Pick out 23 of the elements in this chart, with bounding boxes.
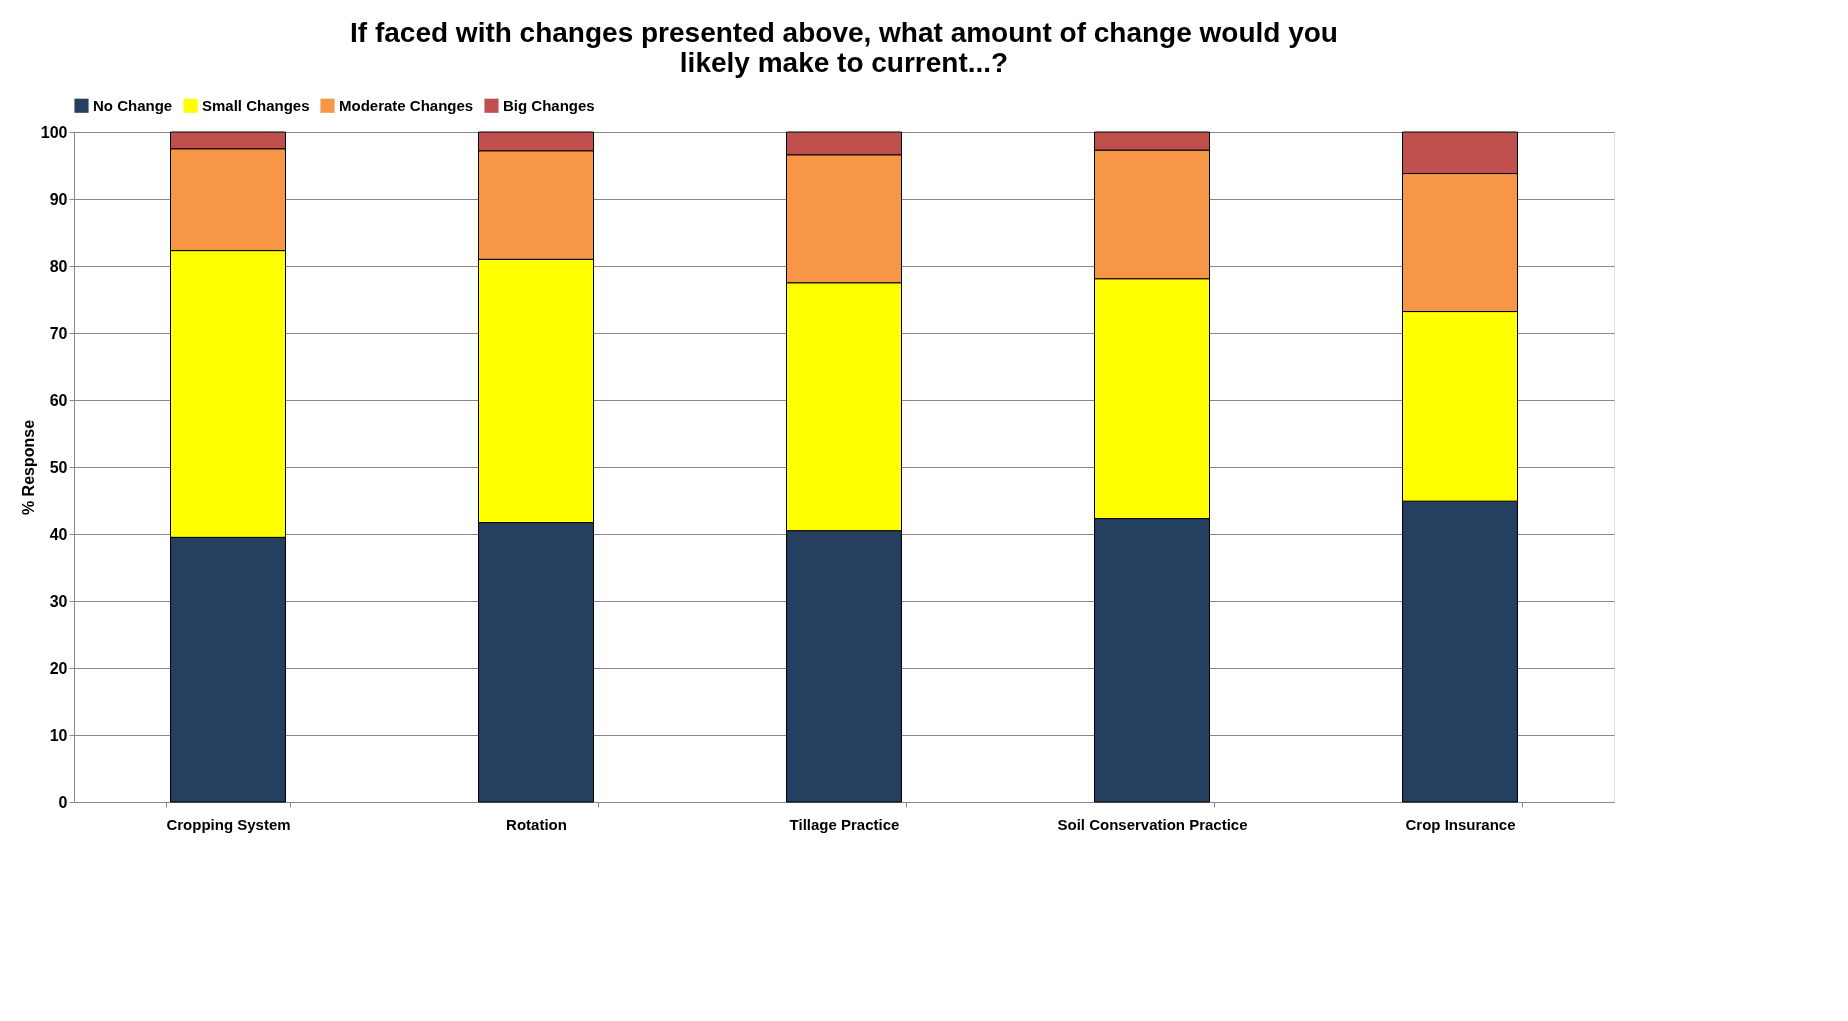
x-tick-label: Crop Insurance	[1405, 815, 1516, 833]
y-tick-label: 100	[40, 123, 68, 141]
text: likely make to current...?	[679, 47, 1009, 78]
y-tick-label: 0	[58, 793, 68, 811]
legend-label: No Change	[93, 96, 173, 114]
y-tick-label: 80	[49, 257, 68, 275]
legend-label: Big Changes	[503, 96, 595, 114]
y-tick-label: 60	[49, 391, 68, 409]
legend-label: Moderate Changes	[339, 96, 474, 114]
y-tick-label: 50	[49, 458, 68, 476]
y-tick-label: 10	[49, 726, 68, 744]
y-tick-label: 90	[49, 190, 68, 208]
legend-label: Small Changes	[202, 96, 310, 114]
x-tick-label: Tillage Practice	[789, 815, 900, 833]
x-tick-label: Rotation	[506, 815, 567, 833]
y-tick-label: 40	[49, 525, 68, 543]
text: If faced with changes presented above, what amount of change would you	[350, 17, 1338, 48]
y-tick-label: 30	[49, 592, 68, 610]
y-axis-title: % Response	[19, 419, 37, 516]
x-tick-label: Soil Conservation Practice	[1057, 815, 1248, 833]
y-tick-label: 20	[49, 659, 68, 677]
x-tick-label: Cropping System	[166, 815, 291, 833]
y-tick-label: 70	[49, 324, 68, 342]
